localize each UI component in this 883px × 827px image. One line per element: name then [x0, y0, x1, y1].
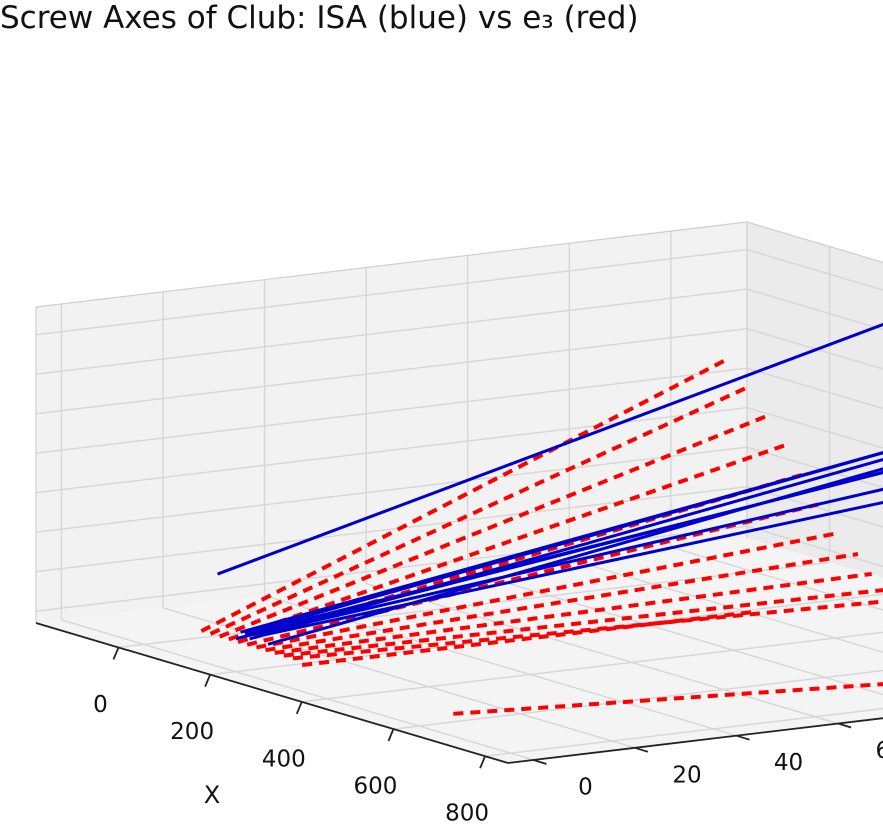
grid-line-z-back — [746, 485, 883, 528]
grid-line-z-left — [35, 327, 748, 415]
series-line-segment — [265, 552, 859, 653]
series-line-segment — [200, 356, 731, 633]
chart-title: Screw Axes of Club: ISA (blue) vs e₃ (re… — [0, 0, 639, 36]
series-line-segment — [244, 451, 883, 636]
series-line-segment — [217, 322, 883, 576]
pane-floor — [36, 538, 883, 763]
grid-line-z-left — [35, 288, 748, 375]
grid-line-z-back — [746, 288, 883, 331]
x-tick-mark — [295, 701, 303, 715]
y-tick-mark — [736, 734, 750, 741]
axes-grid — [35, 231, 883, 761]
y-tick-mark — [634, 746, 649, 753]
x-tick-mark — [112, 647, 120, 660]
grid-line-z-back — [746, 406, 883, 449]
y-tick-label: 20 — [672, 762, 701, 788]
y-tick-label: 40 — [774, 750, 803, 776]
grid-line-z-left — [35, 406, 748, 494]
grid-line-x-floor — [301, 631, 883, 703]
series-line-segment — [218, 414, 768, 639]
series-line-segment — [209, 385, 749, 636]
x-axis-label: X — [204, 781, 220, 809]
series-e3-lines — [200, 356, 883, 716]
series-line-segment — [249, 458, 883, 641]
series-line-segment — [301, 610, 753, 667]
x-axis-line — [35, 622, 509, 764]
x-tick-label: 800 — [445, 801, 489, 827]
x-tick-label: 600 — [353, 774, 397, 800]
y-tick-mark — [837, 722, 852, 729]
y-tick-mark — [533, 759, 547, 765]
series-line-segment — [253, 471, 883, 634]
grid-line-z-back — [746, 525, 883, 568]
x-tick-mark — [204, 674, 211, 687]
y-tick-label: 0 — [578, 774, 593, 800]
series-line-segment — [263, 500, 883, 637]
tick-labels: 0200400600800020406080100120010020030040… — [93, 647, 883, 827]
grid-line-z-left — [35, 446, 748, 533]
x-tick-mark — [387, 728, 395, 742]
series-line-segment — [228, 443, 786, 642]
axes-lines — [35, 221, 883, 764]
grid-line-x-floor — [485, 707, 883, 757]
x-tick-label: 200 — [170, 719, 214, 745]
series-line-segment — [274, 571, 872, 655]
grid-line-y-floor — [670, 546, 883, 611]
y-tick-label: 60 — [875, 738, 883, 764]
pane-edge — [35, 221, 748, 308]
y-axis-line — [507, 717, 883, 764]
x-tick-mark — [479, 755, 486, 769]
x-tick-label: 0 — [93, 692, 108, 718]
series-isa-lines — [217, 322, 883, 646]
grid-line-z-left — [35, 367, 748, 454]
pane-edge — [746, 221, 883, 263]
series-line-segment — [258, 487, 883, 636]
x-tick-label: 400 — [262, 746, 306, 772]
grid-line-z-left — [35, 248, 748, 336]
grid-line-y-floor — [467, 570, 883, 696]
grid-line-x-floor — [393, 669, 883, 730]
series-line-segment — [267, 467, 883, 646]
grid-line-z-back — [746, 327, 883, 370]
series-line-segment — [255, 530, 841, 650]
grid-line-y-floor — [569, 558, 883, 654]
series-line-segment — [237, 472, 804, 644]
grid-line-z-back — [746, 367, 883, 410]
grid-line-y-floor — [61, 619, 534, 761]
grid-line-z-left — [35, 485, 748, 573]
grid-line-z-back — [746, 248, 883, 291]
grid-line-y-floor — [365, 582, 839, 725]
series-line-segment — [246, 501, 822, 647]
